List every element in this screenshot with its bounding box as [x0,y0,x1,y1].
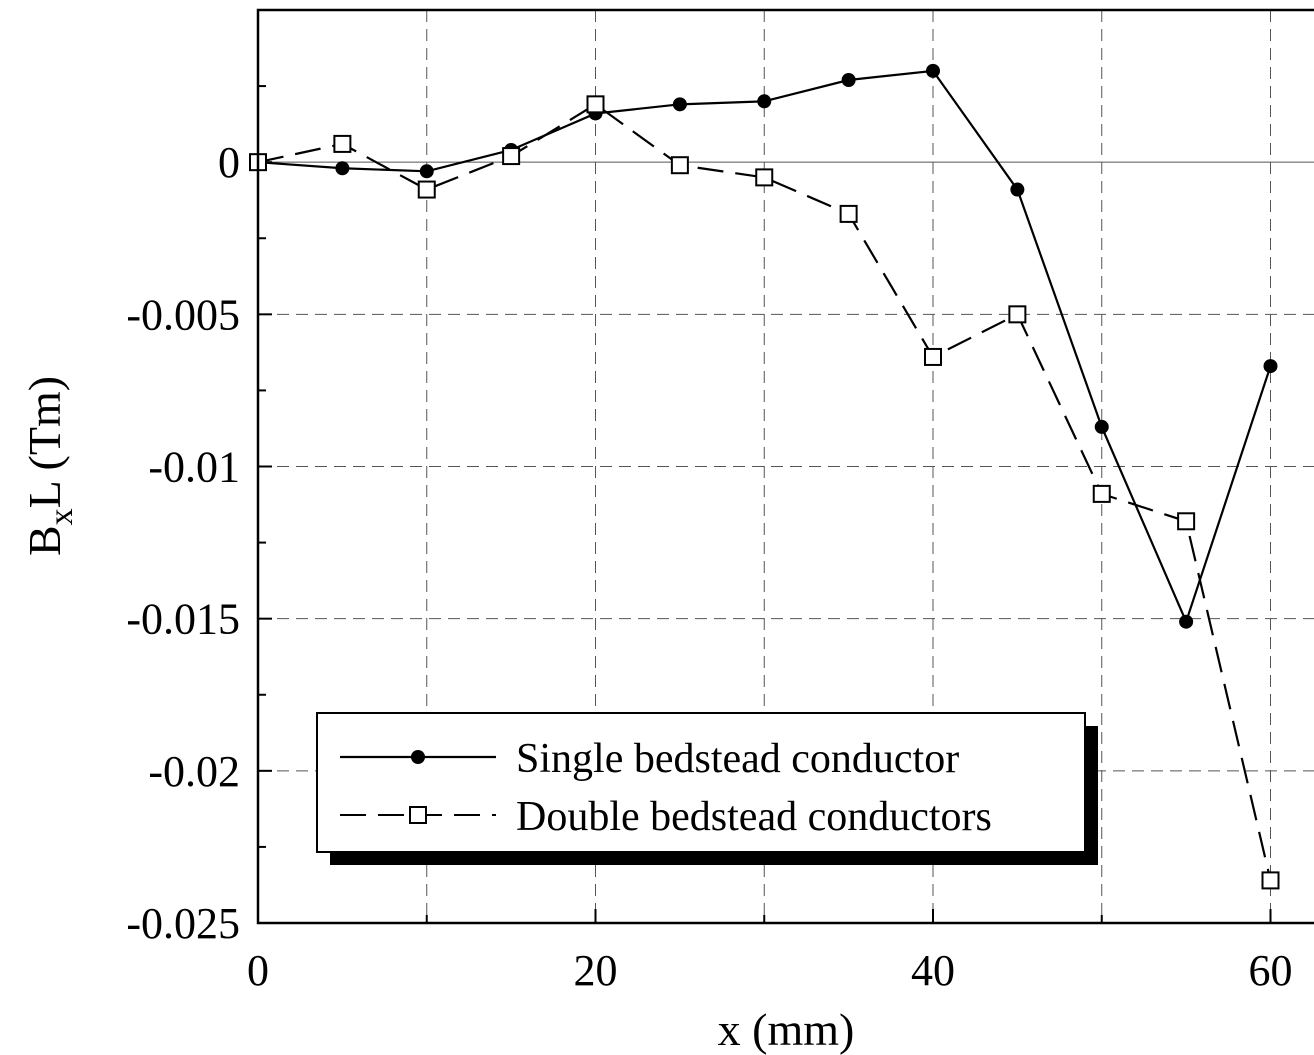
data-point-single [841,72,856,87]
y-tick-labels: 0 -0.005 -0.01 -0.015 -0.02 -0.025 [126,138,240,948]
svg-text:BxL (Tm): BxL (Tm) [19,376,80,556]
legend-label-double: Double bedstead conductors [516,794,992,840]
x-axis-title: x (mm) [718,1004,855,1055]
legend-label-single: Single bedstead conductor [516,736,959,782]
data-point-double [755,168,774,187]
x-tick-labels: 0 20 40 60 [247,946,1293,995]
data-point-single [419,164,434,179]
data-point-double [333,134,352,153]
y-tick-label: -0.025 [126,899,240,948]
x-tick-label: 60 [1249,946,1293,995]
y-axis-title-main: B [19,525,70,556]
data-point-single [1179,614,1194,629]
y-tick-label: -0.01 [148,443,240,492]
data-point-double [1177,512,1196,531]
data-point-double [417,180,436,199]
data-point-double [670,156,689,175]
data-point-double [1092,484,1111,503]
y-tick-label: 0 [218,138,240,187]
legend-box [316,712,1086,853]
legend-marker-double [409,806,427,824]
x-tick-label: 0 [247,946,269,995]
data-point-single [1263,359,1278,374]
data-point-single [926,63,940,78]
y-axis-title-rest: L (Tm) [19,376,70,508]
y-tick-label: -0.015 [126,595,240,644]
data-point-double [502,147,521,166]
data-point-single [672,97,687,112]
x-tick-label: 40 [911,946,955,995]
data-point-double [839,204,858,223]
data-point-single [757,94,772,109]
data-point-double [1008,305,1027,324]
y-axis-title: BxL (Tm) [19,376,80,556]
data-point-double [1261,871,1280,890]
y-tick-label: -0.005 [126,290,240,339]
data-point-double [586,95,605,114]
data-point-double [924,347,942,366]
legend: Single bedstead conductor Double bedstea… [316,712,1098,865]
legend-marker-single [411,750,425,764]
y-axis-title-subscript: x [43,508,80,525]
data-point-single [1010,182,1025,197]
data-point-single [1094,419,1109,434]
plot-area-frame [256,8,1314,925]
data-point-single [335,161,350,176]
x-tick-label: 20 [574,946,618,995]
y-tick-label: -0.02 [148,747,240,796]
data-series [249,63,1280,890]
